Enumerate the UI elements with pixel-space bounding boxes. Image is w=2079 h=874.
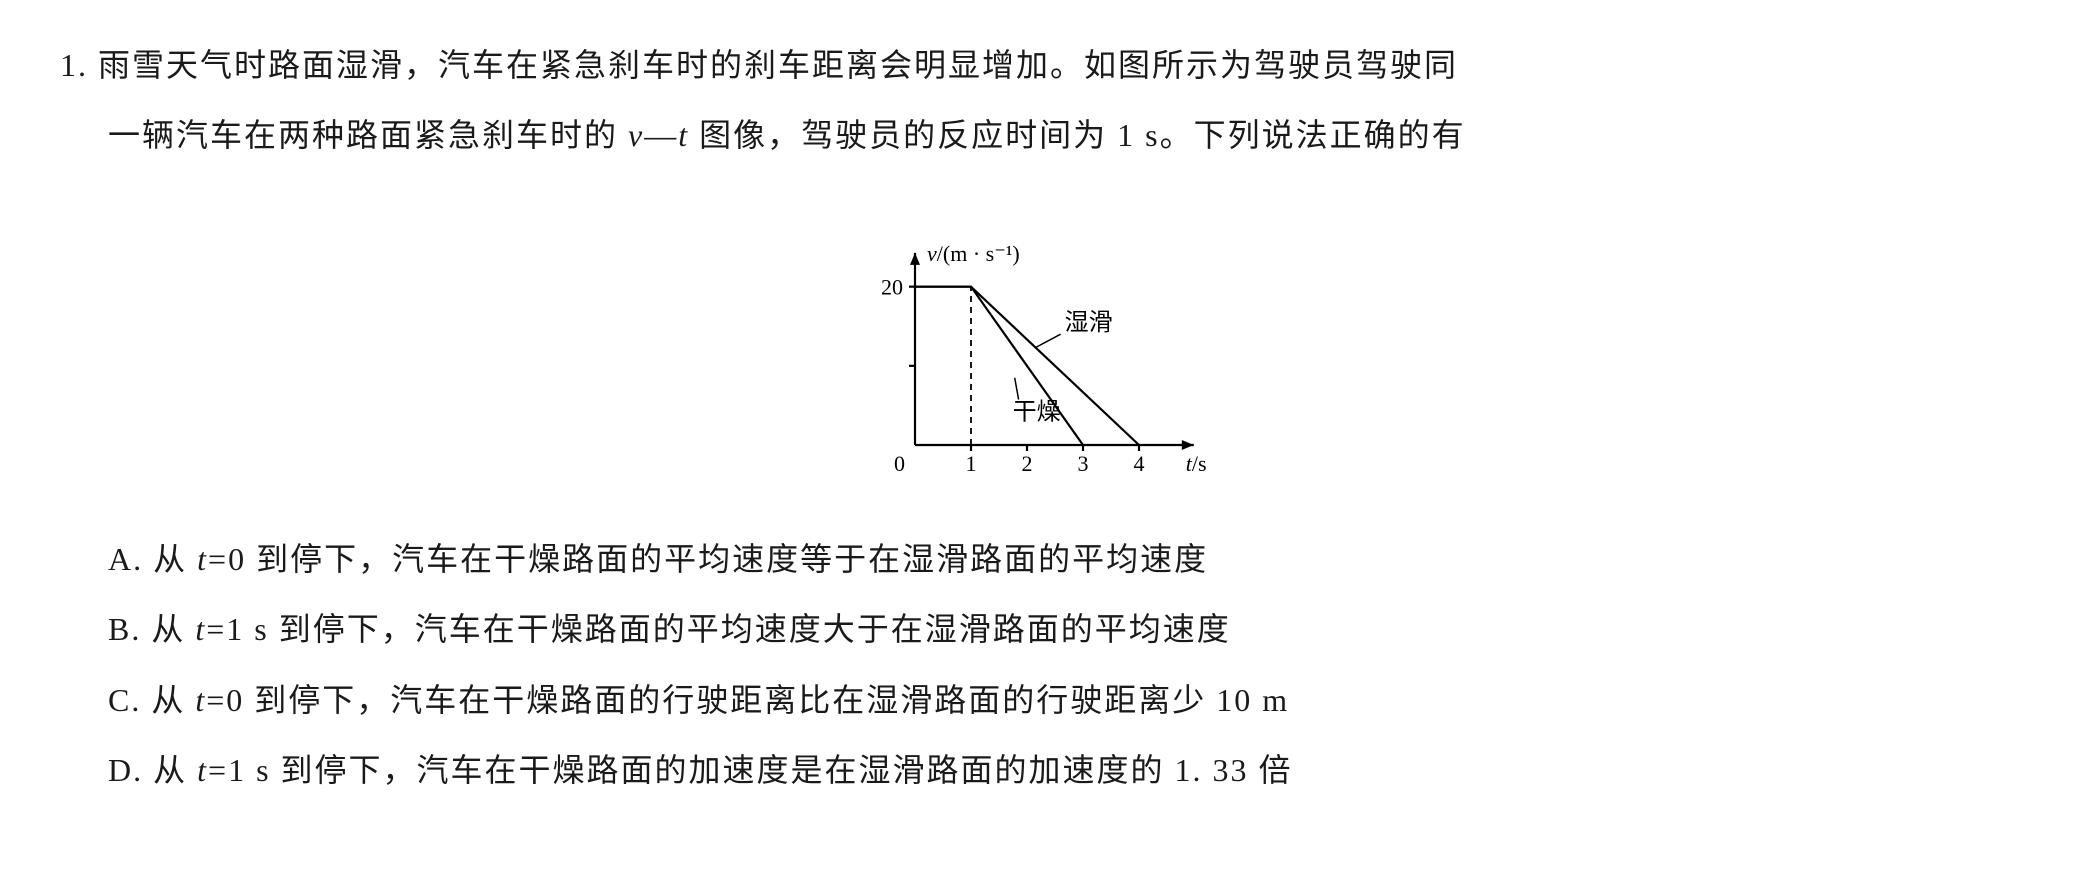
- choice-b-var: t: [195, 611, 206, 647]
- choice-d: D. 从 t=1 s 到停下，汽车在干燥路面的加速度是在湿滑路面的加速度的 1.…: [108, 735, 2019, 805]
- vt-chart-container: 20 0 1 2 3 4 湿滑干燥 v/(m · s⁻¹) t/s: [60, 195, 2019, 500]
- question-text-2a: 一辆汽车在两种路面紧急刹车时的: [108, 117, 628, 153]
- choice-a-pre: 从: [153, 541, 197, 577]
- choice-a-var: t: [197, 541, 208, 577]
- svg-text:3: 3: [1077, 451, 1088, 476]
- svg-text:2: 2: [1021, 451, 1032, 476]
- question-text-2b: 图像，驾驶员的反应时间为 1 s。下列说法正确的有: [689, 117, 1465, 153]
- choice-d-text: =1 s 到停下，汽车在干燥路面的加速度是在湿滑路面的加速度的 1. 33 倍: [208, 752, 1293, 788]
- choice-a: A. 从 t=0 到停下，汽车在干燥路面的平均速度等于在湿滑路面的平均速度: [108, 524, 2019, 594]
- vt-dash: —: [644, 117, 678, 153]
- choice-b-letter: B.: [108, 611, 141, 647]
- choice-a-text: =0 到停下，汽车在干燥路面的平均速度等于在湿滑路面的平均速度: [208, 541, 1208, 577]
- svg-text:1: 1: [965, 451, 976, 476]
- choice-c-var: t: [195, 682, 206, 718]
- choice-c-text: =0 到停下，汽车在干燥路面的行驶距离比在湿滑路面的行驶距离少 10 m: [206, 682, 1289, 718]
- var-v: v: [628, 117, 644, 153]
- svg-text:20: 20: [881, 274, 903, 299]
- choice-a-letter: A.: [108, 541, 143, 577]
- question-number: 1.: [60, 47, 88, 83]
- choice-c-pre: 从: [151, 682, 195, 718]
- choice-b: B. 从 t=1 s 到停下，汽车在干燥路面的平均速度大于在湿滑路面的平均速度: [108, 594, 2019, 664]
- choice-b-pre: 从: [151, 611, 195, 647]
- svg-text:t/s: t/s: [1185, 451, 1206, 476]
- vt-chart: 20 0 1 2 3 4 湿滑干燥 v/(m · s⁻¹) t/s: [830, 195, 1250, 495]
- choice-list: A. 从 t=0 到停下，汽车在干燥路面的平均速度等于在湿滑路面的平均速度 B.…: [60, 524, 2019, 806]
- choice-c-letter: C.: [108, 682, 141, 718]
- var-t: t: [678, 117, 689, 153]
- choice-d-pre: 从: [153, 752, 197, 788]
- svg-text:干燥: 干燥: [1012, 398, 1060, 425]
- choice-b-text: =1 s 到停下，汽车在干燥路面的平均速度大于在湿滑路面的平均速度: [206, 611, 1231, 647]
- svg-text:v/(m · s⁻¹): v/(m · s⁻¹): [927, 241, 1020, 266]
- svg-text:0: 0: [894, 451, 905, 476]
- question-stem-line1: 1. 雨雪天气时路面湿滑，汽车在紧急刹车时的刹车距离会明显增加。如图所示为驾驶员…: [60, 30, 2019, 100]
- question-stem-line2: 一辆汽车在两种路面紧急刹车时的 v—t 图像，驾驶员的反应时间为 1 s。下列说…: [60, 100, 2019, 170]
- choice-d-letter: D.: [108, 752, 143, 788]
- choice-d-var: t: [197, 752, 208, 788]
- svg-text:4: 4: [1133, 451, 1144, 476]
- choice-c: C. 从 t=0 到停下，汽车在干燥路面的行驶距离比在湿滑路面的行驶距离少 10…: [108, 665, 2019, 735]
- question-text-1: 雨雪天气时路面湿滑，汽车在紧急刹车时的刹车距离会明显增加。如图所示为驾驶员驾驶同: [98, 47, 1458, 83]
- svg-text:湿滑: 湿滑: [1064, 309, 1112, 336]
